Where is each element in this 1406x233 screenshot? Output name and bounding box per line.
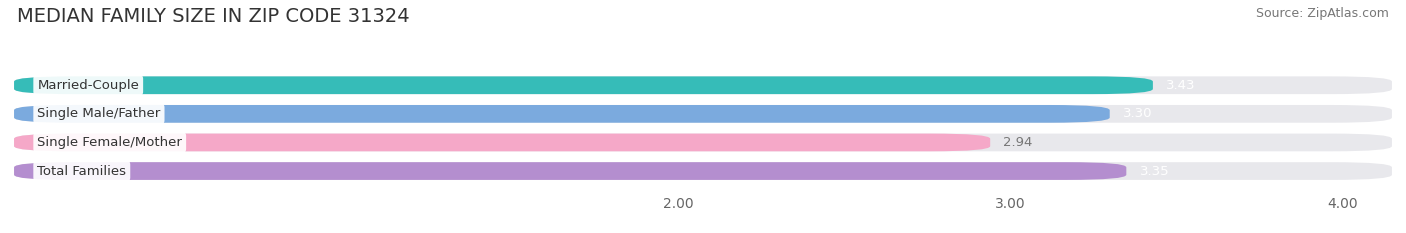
- FancyBboxPatch shape: [14, 105, 1109, 123]
- Text: Married-Couple: Married-Couple: [38, 79, 139, 92]
- Text: 3.35: 3.35: [1140, 164, 1170, 178]
- FancyBboxPatch shape: [14, 134, 1392, 151]
- Text: Total Families: Total Families: [38, 164, 127, 178]
- Text: 3.30: 3.30: [1123, 107, 1153, 120]
- FancyBboxPatch shape: [14, 105, 1392, 123]
- FancyBboxPatch shape: [14, 76, 1153, 94]
- Text: 2.94: 2.94: [1004, 136, 1033, 149]
- FancyBboxPatch shape: [14, 162, 1126, 180]
- Text: Source: ZipAtlas.com: Source: ZipAtlas.com: [1256, 7, 1389, 20]
- FancyBboxPatch shape: [14, 134, 990, 151]
- FancyBboxPatch shape: [14, 76, 1392, 94]
- Text: Single Male/Father: Single Male/Father: [38, 107, 160, 120]
- Text: Single Female/Mother: Single Female/Mother: [38, 136, 183, 149]
- Text: MEDIAN FAMILY SIZE IN ZIP CODE 31324: MEDIAN FAMILY SIZE IN ZIP CODE 31324: [17, 7, 409, 26]
- Text: 3.43: 3.43: [1166, 79, 1195, 92]
- FancyBboxPatch shape: [14, 162, 1392, 180]
